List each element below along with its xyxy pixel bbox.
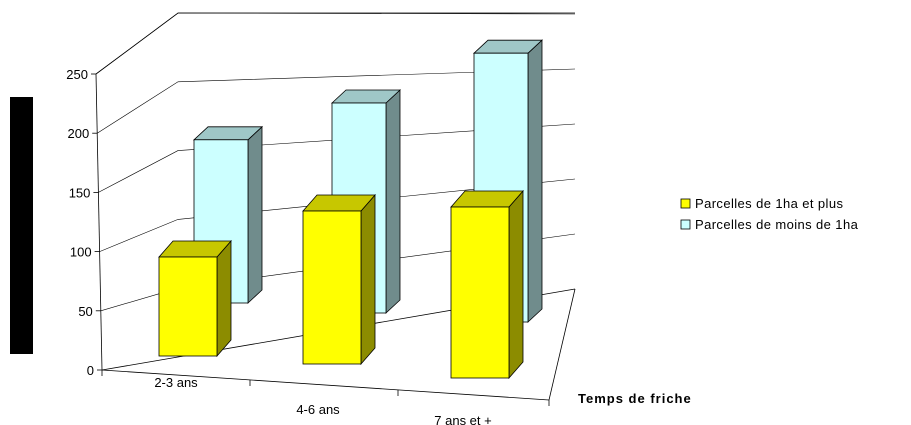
y-tick-label: 250 xyxy=(66,67,88,82)
gridline xyxy=(95,12,576,75)
x-tick-label: 4-6 ans xyxy=(296,402,340,417)
x-axis-title: Temps de friche xyxy=(578,391,692,406)
y-tick-label: 50 xyxy=(78,304,92,319)
legend-label: Parcelles de 1ha et plus xyxy=(695,196,843,211)
x-axis-line xyxy=(101,369,550,401)
bar-parcelles-de-1ha-et-plus-1 xyxy=(302,193,376,366)
bar-front xyxy=(450,206,510,379)
y-tick-label: 150 xyxy=(69,185,91,200)
bar-side xyxy=(508,189,524,380)
x-tick-label: 2-3 ans xyxy=(154,375,198,390)
x-axis-ticks: 2-3 ans 4-6 ans 7 ans et + xyxy=(101,370,550,425)
y-axis-line xyxy=(95,73,103,371)
gridline xyxy=(98,123,576,193)
gridline xyxy=(99,178,576,252)
y-axis-ticks: 0 50 100 150 200 250 xyxy=(66,67,102,378)
bar-front xyxy=(302,210,362,365)
x-tick-label: 7 ans et + xyxy=(434,413,491,425)
floor-right-edge xyxy=(548,288,576,401)
bar-side xyxy=(247,125,263,304)
legend-label: Parcelles de moins de 1ha xyxy=(695,217,859,232)
legend-swatch xyxy=(680,198,691,209)
legend: Parcelles de 1ha et plus Parcelles de moi… xyxy=(680,196,859,232)
floor-back-edge xyxy=(101,288,576,371)
bar-side xyxy=(385,89,401,314)
bar-parcelles-de-1ha-et-plus-2 xyxy=(450,189,524,380)
bar-side xyxy=(360,193,376,366)
bar-side xyxy=(527,39,543,323)
gridline xyxy=(97,68,576,134)
bar-front xyxy=(158,256,218,357)
bar-parcelles-de-1ha-et-plus-0 xyxy=(158,239,232,358)
y-tick-label: 200 xyxy=(67,126,89,141)
y-tick-label: 0 xyxy=(87,363,94,378)
ylabel-redaction-box xyxy=(10,97,33,354)
y-tick-label: 100 xyxy=(70,245,92,260)
legend-swatch xyxy=(680,219,691,230)
series-front-bars xyxy=(158,189,524,380)
bar-side xyxy=(216,239,232,358)
